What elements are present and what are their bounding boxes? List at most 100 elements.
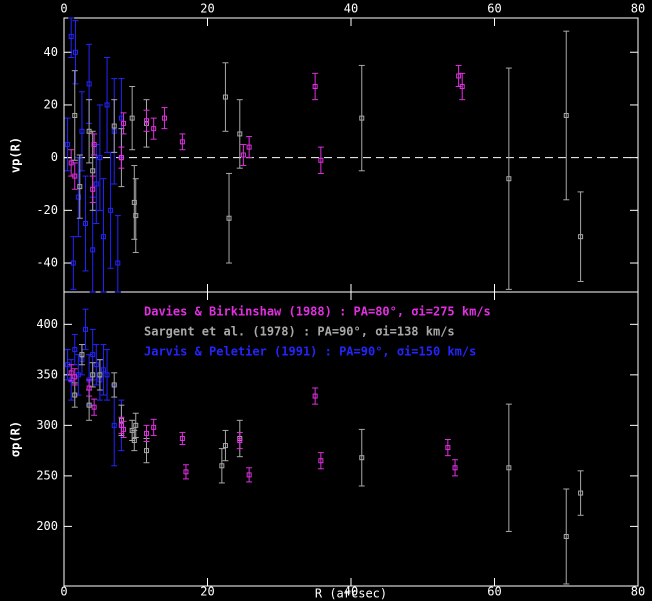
error-bar [563,30,570,201]
marker [93,362,99,368]
marker [144,118,150,124]
error-bar [89,196,96,293]
marker [79,128,85,134]
error-bar [218,448,225,484]
marker [452,465,458,471]
y-tick-label: 350 [36,367,58,381]
x-tick-label: 40 [344,585,358,599]
error-bar [459,72,466,101]
marker [563,112,569,118]
marker [104,372,110,378]
marker [91,404,97,410]
error-bar [131,165,138,240]
error-bar [246,136,253,159]
marker [83,221,89,226]
marker [111,123,117,129]
marker [318,157,324,163]
marker [79,352,85,358]
marker [75,194,81,200]
marker [506,465,512,471]
marker [246,472,252,478]
marker [121,120,127,126]
error-bar [161,107,168,130]
marker [104,102,110,108]
marker [129,115,135,121]
error-bar [100,178,107,293]
x-tick-label: 80 [631,2,645,16]
error-bar [182,464,189,480]
error-bar [72,20,79,85]
marker [100,367,106,373]
error-bar [78,344,85,366]
error-bar [111,99,118,153]
marker [97,155,103,161]
marker [151,424,157,430]
error-bar [143,109,150,132]
error-bar [317,146,324,174]
y-tick-label: 40 [44,45,58,59]
marker [144,430,150,436]
marker [65,141,71,147]
error-bar [452,459,459,477]
error-bar [91,133,98,156]
error-bar [86,379,93,397]
error-bar [505,403,512,532]
marker [459,84,465,89]
error-bar [86,99,93,164]
error-bar [131,429,138,452]
error-bar [129,86,136,151]
error-bar [236,99,243,169]
error-bar [114,215,121,293]
error-bar [96,359,103,391]
error-bar [317,452,324,470]
marker [100,234,106,240]
error-bar [132,412,139,438]
error-bar [104,349,111,401]
marker [86,81,92,87]
marker [108,207,114,213]
x-tick-label: 80 [631,585,645,599]
marker [72,392,78,398]
marker [91,141,97,147]
y-tick-label: 250 [36,468,58,482]
error-bar [246,467,253,483]
marker [240,152,246,158]
marker [90,247,96,253]
marker [445,445,451,451]
error-bar [577,470,584,516]
error-bar [71,162,78,190]
marker [226,215,232,221]
error-bar [68,364,75,382]
marker [359,115,365,121]
x-axis-label: R (arcsec) [315,587,387,601]
x-tick-label: 0 [60,585,67,599]
marker [90,372,96,378]
error-bar [226,172,233,264]
y-tick-label: 0 [51,150,58,164]
error-bar [179,133,186,151]
error-bar [358,64,365,172]
marker [131,199,137,205]
marker [318,458,324,464]
error-bar [118,146,125,169]
marker [90,186,96,192]
marker [179,435,185,441]
error-bar [70,236,77,290]
error-bar [150,418,157,436]
legend-entry: Davies & Birkinshaw (1988) : PA=80°, σi=… [144,305,491,319]
marker [97,372,103,378]
y-tick-label: -40 [36,256,58,270]
marker [111,382,117,388]
error-bar [312,387,319,405]
marker [72,49,78,55]
error-bar [120,420,127,438]
error-bar [222,429,229,462]
marker [144,448,150,454]
error-bar [132,178,139,253]
marker [578,490,584,496]
frame [63,17,639,587]
marker [237,131,243,137]
marker [222,94,228,100]
marker [237,438,243,444]
error-bar [120,112,127,135]
